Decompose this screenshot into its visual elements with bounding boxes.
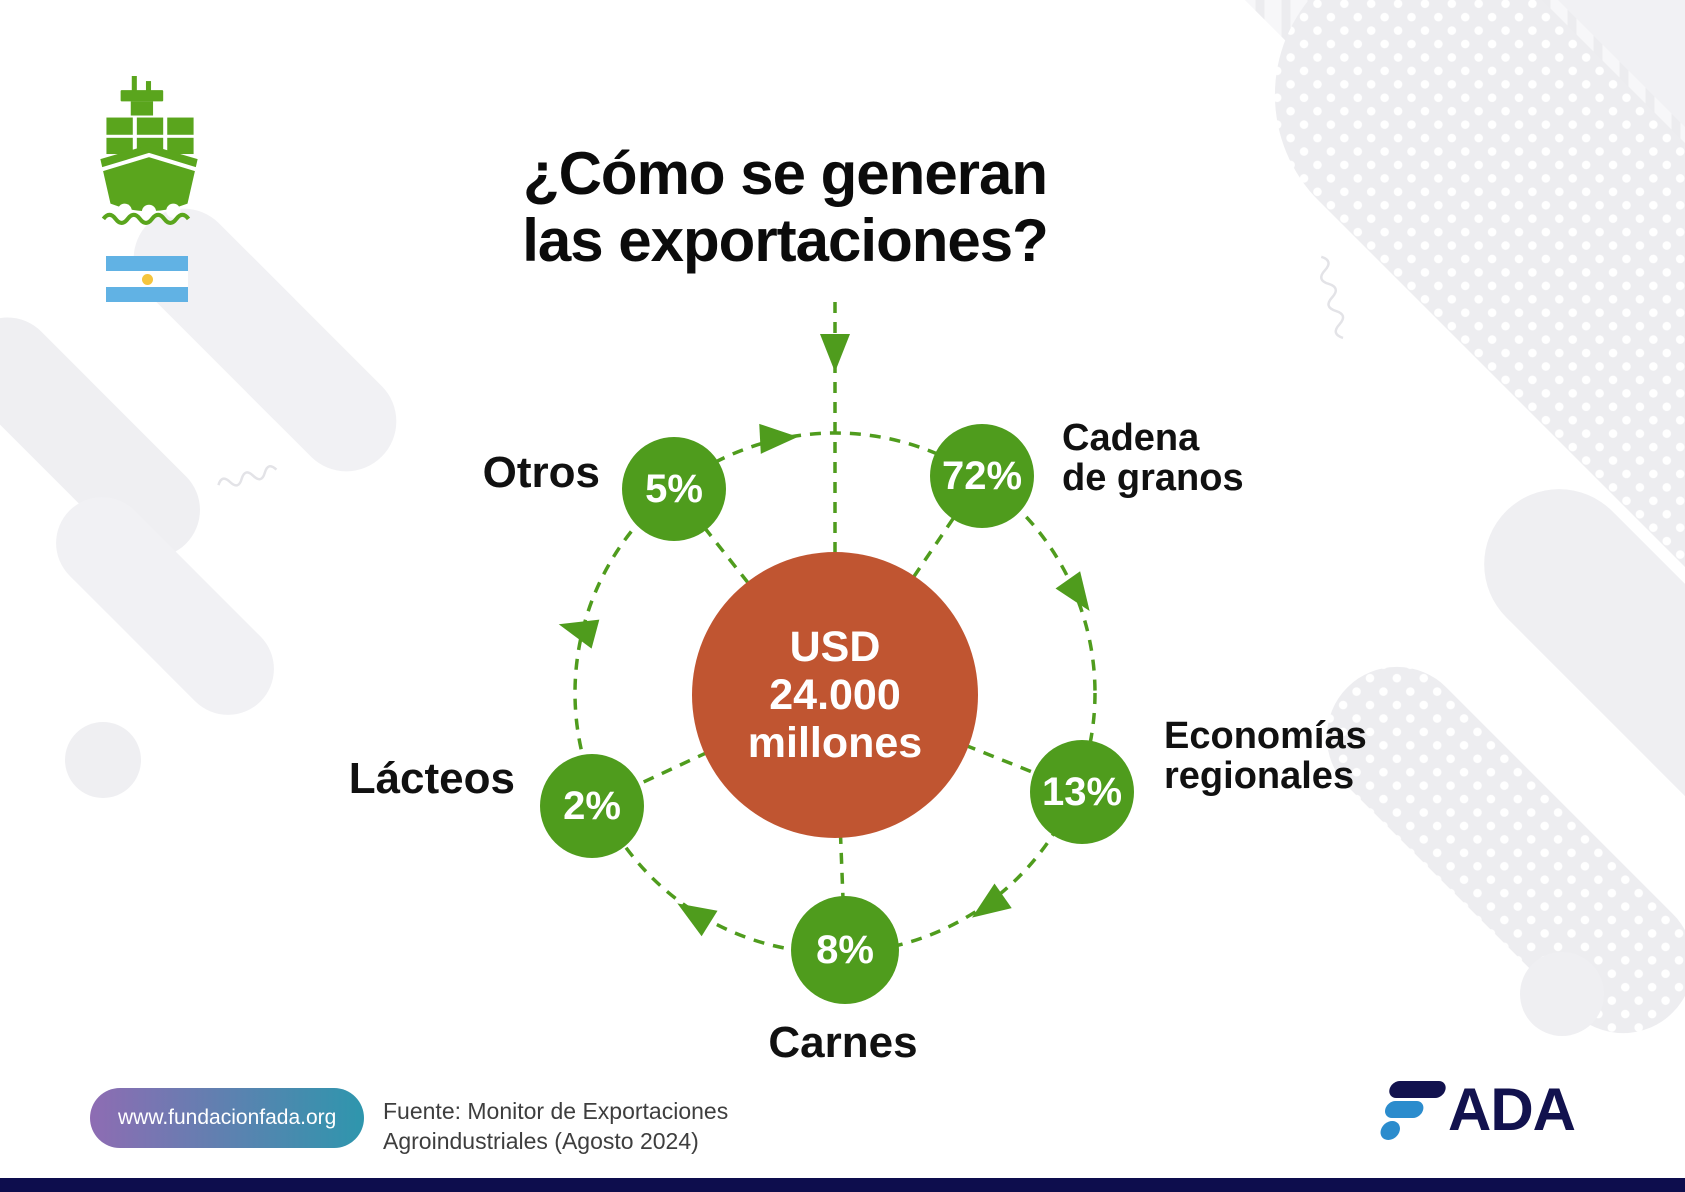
label-otros: Otros: [482, 448, 600, 497]
decorative-squiggle: [1320, 255, 1345, 340]
decorative-circle: [1520, 952, 1604, 1036]
source-note: Fuente: Monitor de Exportaciones Agroind…: [383, 1096, 728, 1157]
total-line-1: USD: [789, 622, 881, 671]
node-percentage: 8%: [816, 927, 874, 972]
node-percentage: 13%: [1041, 769, 1123, 814]
decorative-circle: [65, 722, 141, 798]
fada-f-icon: [1378, 1080, 1448, 1140]
title-line-2: las exportaciones?: [522, 207, 1049, 275]
decorative-squiggle: [217, 464, 278, 487]
arrow-carnes-to-lacteos: [677, 903, 718, 937]
fada-logo-text: ADA: [1448, 1076, 1576, 1143]
node-cadena-de-granos: 72%: [930, 424, 1034, 528]
label-economias-regionales: Economías regionales: [1164, 715, 1367, 798]
node-lacteos: 2%: [540, 754, 644, 858]
title-line-1: ¿Cómo se generan: [522, 140, 1048, 208]
label-cadena-de-granos: Cadena de granos: [1062, 417, 1244, 500]
node-carnes: 8%: [791, 896, 899, 1004]
arrow-entry-top: [820, 334, 850, 372]
website-url: www.fundacionfada.org: [118, 1106, 337, 1129]
node-percentage: 5%: [645, 466, 703, 511]
total-line-2: 24.000: [769, 670, 901, 719]
node-percentage: 2%: [563, 783, 621, 828]
source-line-1: Fuente: Monitor de Exportaciones: [383, 1098, 729, 1124]
flow-arrowheads: [558, 334, 1090, 937]
fada-logo: ADA: [1378, 1076, 1576, 1143]
flag-sun-icon: [141, 273, 153, 285]
website-pill[interactable]: www.fundacionfada.org: [90, 1088, 365, 1148]
arrow-regionales-to-carnes: [971, 883, 1012, 918]
arrow-otros-to-top: [759, 423, 798, 454]
bottom-navy-bar: [0, 1178, 1685, 1192]
label-carnes: Carnes: [768, 1018, 918, 1067]
total-exports-circle: USD 24.000 millones: [692, 552, 978, 838]
label-lacteos: Lácteos: [348, 754, 515, 803]
page-title: ¿Cómo se generan las exportaciones?: [345, 140, 1225, 274]
argentina-flag-icon: [106, 256, 188, 302]
node-economias-regionales: 13%: [1030, 740, 1134, 844]
total-line-3: millones: [747, 719, 923, 768]
arrow-granos-to-regionales: [1055, 571, 1090, 612]
node-otros: 5%: [622, 437, 726, 541]
cargo-ship-icon: [98, 76, 200, 233]
source-line-2: Agroindustriales (Agosto 2024): [383, 1128, 699, 1155]
node-percentage: 72%: [941, 453, 1023, 498]
arrow-lacteos-to-otros: [558, 619, 600, 649]
